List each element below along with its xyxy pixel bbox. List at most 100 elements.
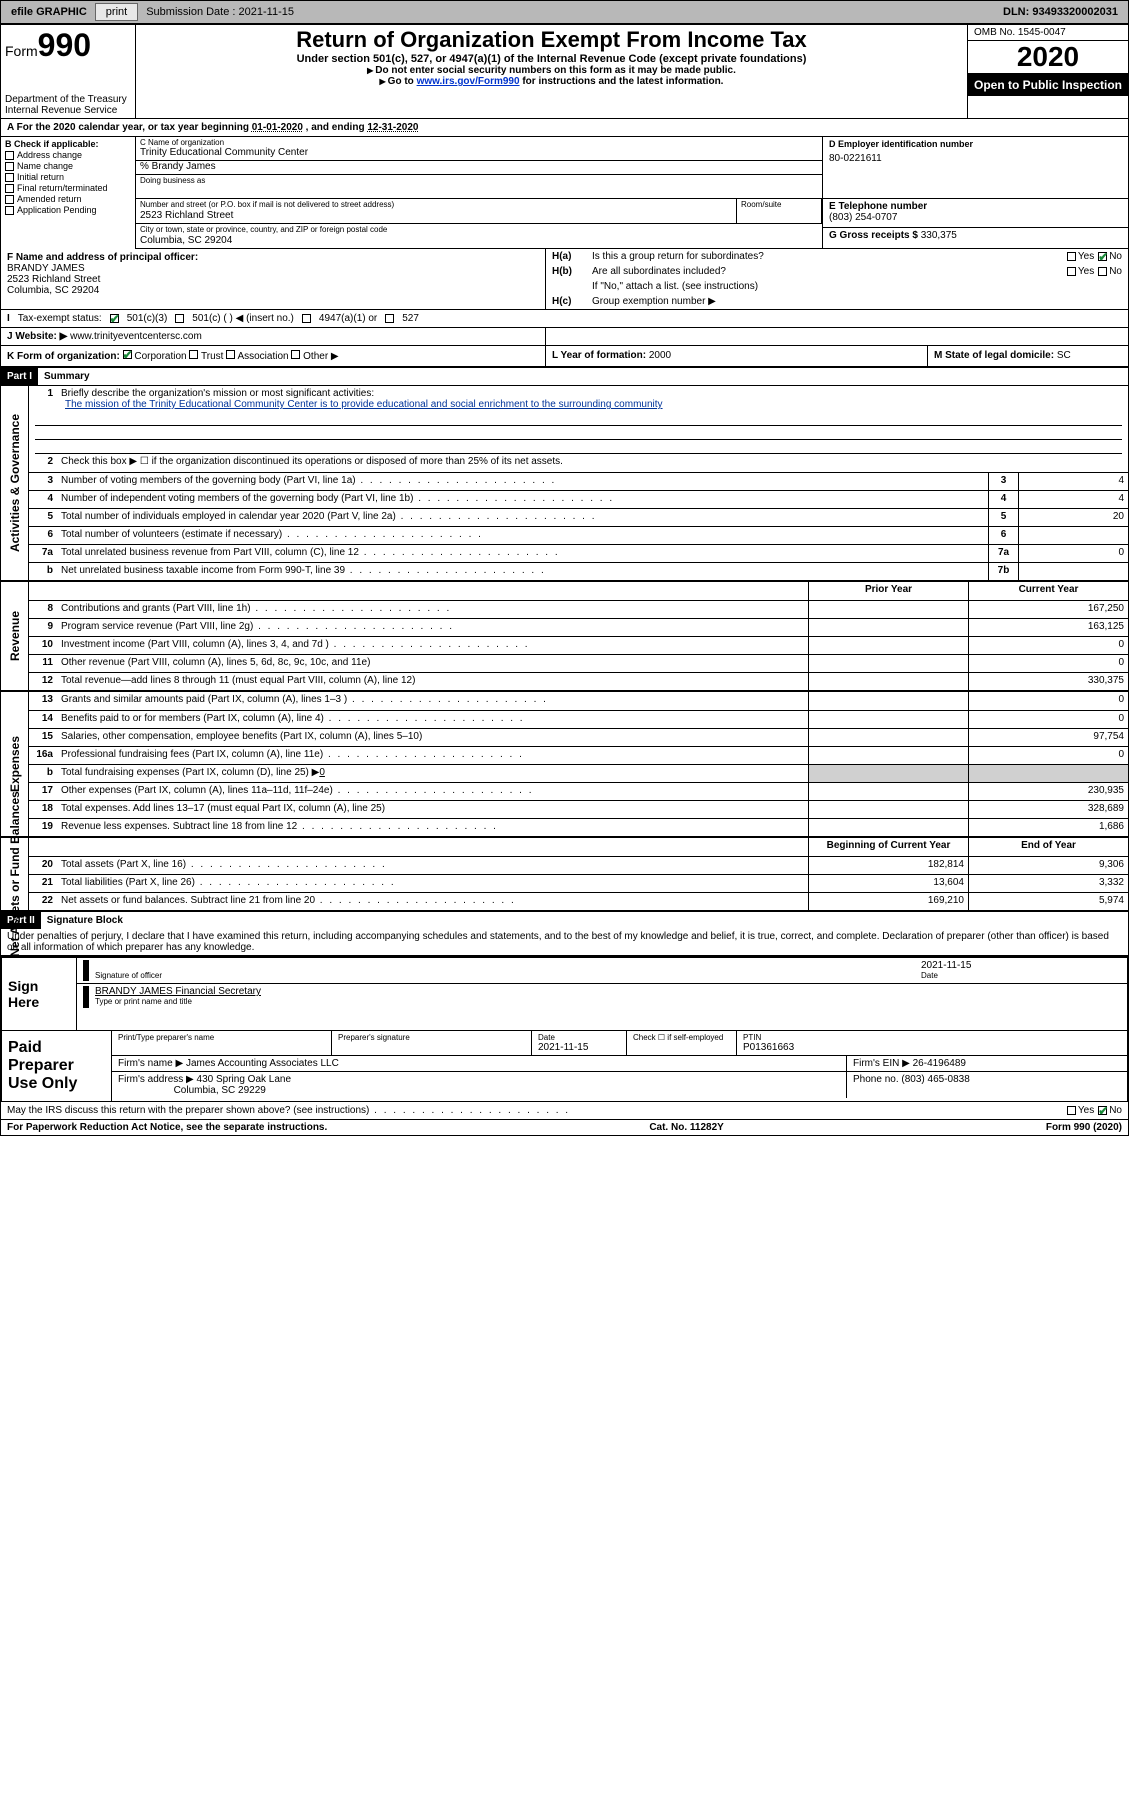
firm-addr1: 430 Spring Oak Lane: [197, 1074, 292, 1085]
num-4: 4: [29, 491, 57, 508]
prep-date: 2021-11-15: [538, 1042, 620, 1053]
ha-yes[interactable]: Yes: [1067, 251, 1094, 262]
num-11: 11: [29, 655, 57, 672]
ty-end: 12-31-2020: [367, 122, 418, 133]
chk-pending[interactable]: Application Pending: [5, 205, 131, 215]
box-j: J Website: ▶ www.trinityeventcentersc.co…: [1, 328, 546, 345]
box-i: I Tax-exempt status: 501(c)(3) 501(c) ( …: [1, 310, 1128, 328]
row-c: C Name of organization Trinity Education…: [136, 137, 1128, 199]
cy-11: 0: [968, 655, 1128, 672]
form-container: Form990 Department of the Treasury Inter…: [0, 24, 1129, 1136]
chk-amended[interactable]: Amended return: [5, 194, 131, 204]
cell-3v: 4: [1018, 473, 1128, 490]
hb-lbl: H(b): [552, 266, 592, 277]
chk-final-return[interactable]: Final return/terminated: [5, 183, 131, 193]
sign-here-lbl: Sign Here: [2, 958, 77, 1030]
ha-no[interactable]: No: [1098, 251, 1122, 262]
gross-lbl: G Gross receipts $: [829, 230, 918, 241]
prep-h1: Print/Type preparer's name: [118, 1033, 325, 1042]
line-22: 22Net assets or fund balances. Subtract …: [29, 892, 1128, 910]
officer-sig-name: BRANDY JAMES Financial Secretary: [95, 986, 1121, 997]
checkbox-icon: [5, 195, 14, 204]
box-m: M State of legal domicile: SC: [928, 346, 1128, 366]
chk-trust[interactable]: [189, 350, 198, 359]
checkbox-icon: [5, 162, 14, 171]
dln: DLN: 93493320002031: [995, 4, 1126, 20]
line-4: 4Number of independent voting members of…: [29, 490, 1128, 508]
discuss-no[interactable]: No: [1098, 1105, 1122, 1116]
cy-16b: [968, 765, 1128, 782]
line-16b: bTotal fundraising expenses (Part IX, co…: [29, 764, 1128, 782]
txt-8: Contributions and grants (Part VIII, lin…: [57, 601, 808, 618]
num-1: 1: [29, 386, 57, 412]
grid-net-assets: Net Assets or Fund Balances Beginning of…: [1, 838, 1128, 912]
website-val: www.trinityeventcentersc.com: [70, 331, 202, 342]
box-l: L Year of formation: 2000: [546, 346, 928, 366]
chk-lbl: Address change: [17, 150, 82, 160]
line-17: 17Other expenses (Part IX, column (A), l…: [29, 782, 1128, 800]
py-8: [808, 601, 968, 618]
py-19: [808, 819, 968, 836]
header-right: OMB No. 1545-0047 2020 Open to Public In…: [968, 25, 1128, 118]
chk-address-change[interactable]: Address change: [5, 150, 131, 160]
m-lbl: M State of legal domicile:: [934, 350, 1054, 361]
cy-16a: 0: [968, 747, 1128, 764]
officer-addr2: Columbia, SC 29204: [7, 285, 539, 296]
discuss-row: May the IRS discuss this return with the…: [1, 1102, 1128, 1120]
discuss-yes[interactable]: Yes: [1067, 1105, 1094, 1116]
cy-18: 328,689: [968, 801, 1128, 818]
txt-3: Number of voting members of the governin…: [57, 473, 988, 490]
sig-bar-icon: [83, 960, 89, 981]
row-klm: K Form of organization: Corporation Trus…: [1, 346, 1128, 368]
no-lbl: No: [1109, 266, 1122, 277]
blank: [57, 838, 808, 856]
hb-yes[interactable]: Yes: [1067, 266, 1094, 277]
irs-link[interactable]: www.irs.gov/Form990: [417, 76, 520, 87]
num-16b: b: [29, 765, 57, 782]
line-7b: bNet unrelated business taxable income f…: [29, 562, 1128, 580]
chk-501c[interactable]: [175, 314, 184, 323]
print-button[interactable]: print: [95, 3, 138, 21]
box-e-g: E Telephone number (803) 254-0707 G Gros…: [823, 199, 1128, 248]
chk-501c3[interactable]: [110, 314, 119, 323]
sig-date-field: 2021-11-15Date: [921, 960, 1121, 981]
sig-bar-icon: [83, 986, 89, 1008]
chk-corp[interactable]: [123, 350, 132, 359]
chk-initial-return[interactable]: Initial return: [5, 172, 131, 182]
cell-7bv: [1018, 563, 1128, 580]
prep-addr-row: Firm's address ▶ 430 Spring Oak Lane Col…: [112, 1072, 1127, 1098]
txt-13: Grants and similar amounts paid (Part IX…: [57, 692, 808, 710]
checkbox-icon: [5, 206, 14, 215]
hb-no[interactable]: No: [1098, 266, 1122, 277]
txt-16a: Professional fundraising fees (Part IX, …: [57, 747, 808, 764]
checkbox-icon: [5, 151, 14, 160]
e-21: 3,332: [968, 875, 1128, 892]
line-3: 3Number of voting members of the governi…: [29, 472, 1128, 490]
chk-assoc[interactable]: [226, 350, 235, 359]
mission-line: [35, 440, 1122, 454]
txt-11: Other revenue (Part VIII, column (A), li…: [57, 655, 808, 672]
b-21: 13,604: [808, 875, 968, 892]
num-22: 22: [29, 893, 57, 910]
txt-22: Net assets or fund balances. Subtract li…: [57, 893, 808, 910]
chk-527[interactable]: [385, 314, 394, 323]
blank: [57, 582, 808, 600]
box-f: F Name and address of principal officer:…: [1, 249, 546, 309]
cy-17: 230,935: [968, 783, 1128, 800]
side-exp-lbl: Expenses: [8, 736, 22, 792]
ein-val: 80-0221611: [829, 149, 1122, 168]
sign-right: Signature of officer 2021-11-15Date BRAN…: [77, 958, 1127, 1030]
txt-4: Number of independent voting members of …: [57, 491, 988, 508]
num-7a: 7a: [29, 545, 57, 562]
form-ssn-note: Do not enter social security numbers on …: [142, 65, 961, 76]
line-2: 2Check this box ▶ ☐ if the organization …: [29, 454, 1128, 472]
name-field: BRANDY JAMES Financial SecretaryType or …: [95, 986, 1121, 1008]
addr-left: Number and street (or P.O. box if mail i…: [136, 199, 823, 248]
discuss-txt: May the IRS discuss this return with the…: [7, 1105, 570, 1116]
cy-8: 167,250: [968, 601, 1128, 618]
rev-hdr: Prior YearCurrent Year: [29, 582, 1128, 600]
chk-other[interactable]: [291, 350, 300, 359]
chk-4947[interactable]: [302, 314, 311, 323]
chk-name-change[interactable]: Name change: [5, 161, 131, 171]
firm-addr-lbl: Firm's address ▶: [118, 1074, 194, 1085]
